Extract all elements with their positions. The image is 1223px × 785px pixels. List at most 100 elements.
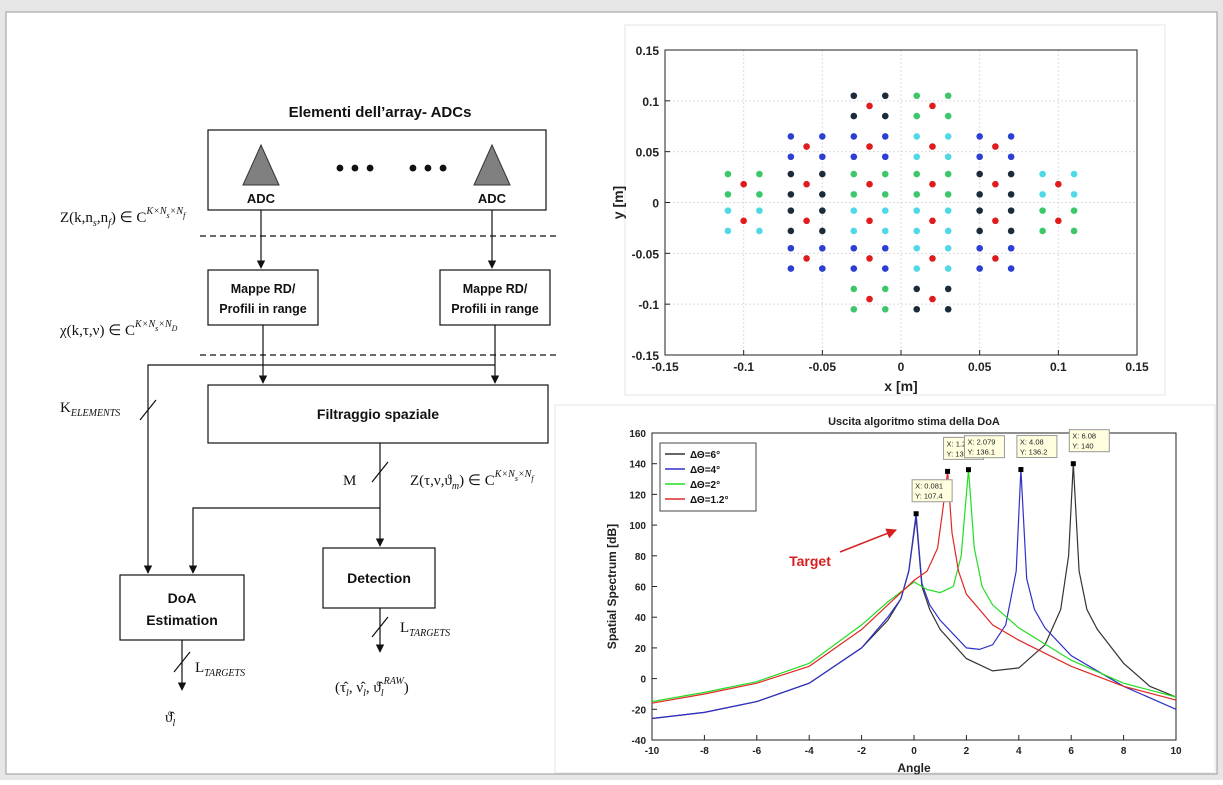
point [992,180,999,188]
datatip-marker [1018,467,1024,473]
point [803,217,810,225]
point [1007,170,1015,178]
point [819,153,826,161]
formula-part: l [172,718,175,729]
bus-slash [371,461,389,483]
datatip-label: X: 0.081 [915,482,943,491]
y-tick-label: 0 [652,197,659,211]
box-label: Detection [347,570,411,586]
antenna [473,143,511,186]
point [1055,180,1062,188]
point [944,191,952,198]
filter-box [207,384,549,444]
point [803,143,810,150]
point [787,170,795,178]
x-tick-label: -0.05 [809,360,837,374]
point [1070,170,1078,178]
point [850,92,858,100]
arrow [188,507,380,574]
point [803,180,810,188]
point [850,153,858,161]
adc-label: ADC [247,191,276,206]
point [803,255,810,262]
point [819,244,826,252]
point [929,180,936,188]
point [881,265,889,272]
formula-part: f [108,218,112,229]
adc-label: ADC [478,191,507,206]
point [850,207,858,214]
y-tick-label: 0 [640,675,646,686]
point [1007,153,1015,161]
series-line [651,469,1177,703]
point [881,112,889,120]
point [1039,191,1046,198]
formula-part: TARGETS [409,628,450,639]
formula-part: K×N [134,319,156,330]
datatip-label: Y: 107.4 [915,492,943,501]
legend-label: ΔΘ=2° [690,480,720,491]
datatip-label: Y: 135 [947,449,968,458]
legend-label: ΔΘ=1.2° [690,495,728,506]
datatip-box [1068,429,1110,453]
point [866,255,873,262]
point [913,305,921,313]
point [881,244,889,252]
formula-part: l [381,688,384,699]
box-label: Filtraggio spaziale [317,406,439,422]
point [724,227,732,235]
point [1070,227,1078,235]
point [881,191,889,198]
point [976,133,983,140]
formula-part: l [363,688,366,699]
x-tick-label: 4 [1016,746,1022,757]
point [866,180,873,188]
formula-part: , ν̂ [349,680,366,696]
annotation-arrow [839,528,897,553]
point [976,170,983,178]
block-diagram: Elementi dell’array- ADCs ADC ADC • • • … [119,104,897,691]
x-tick-label: 6 [1068,746,1074,757]
point [913,133,921,140]
y-tick-label: 60 [635,583,647,594]
point [881,227,889,235]
point [1007,191,1015,198]
point [1039,170,1046,178]
point [850,285,858,293]
datatip-label: X: 4.08 [1020,438,1044,447]
y-tick-label: 160 [629,429,646,440]
datatip-label: Y: 136.1 [967,448,995,457]
y-axis-label: y [m] [610,186,626,219]
y-tick-label: -0.1 [638,298,659,312]
point [740,217,747,225]
formula: Z(τ,ν,ϑm) ∈ CK×Ns×Nf [410,469,535,492]
formula-part: ) [404,680,409,696]
point [913,153,921,161]
formula: LTARGETS [400,620,450,639]
datatip-box [963,435,1005,459]
y-tick-label: 80 [635,552,647,563]
formula-part: Z(τ,ν,ϑ [410,473,452,489]
formula-part: ) ∈ C [111,210,147,226]
point [787,244,795,252]
formula: χ(k,τ,ν) ∈ CK×Ns×ND [59,319,178,339]
point [724,207,732,214]
legend-label: ΔΘ=6° [690,450,720,461]
point [740,180,747,188]
point [787,227,795,235]
plot-frame [651,432,1177,741]
antenna [242,143,280,186]
point [756,207,763,214]
point [976,207,983,214]
point [866,102,873,110]
point [866,143,873,150]
point [850,170,858,178]
point [850,227,858,235]
formula-part: K [60,400,71,416]
x-tick-label: 10 [1170,746,1182,757]
formula-part: TARGETS [204,668,245,679]
formula-part: f [183,211,187,220]
y-tick-label: 20 [635,644,647,655]
point [913,92,921,100]
point [1007,133,1015,140]
